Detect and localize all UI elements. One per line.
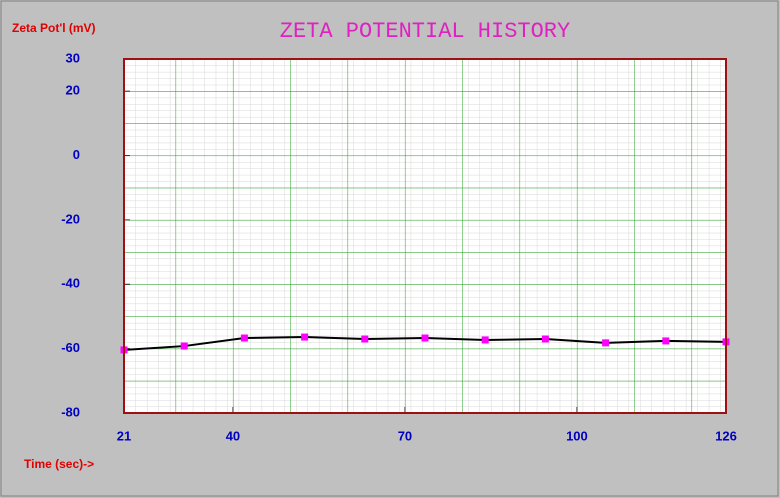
x-tick-label: 40 xyxy=(226,428,240,443)
chart-title: ZETA POTENTIAL HISTORY xyxy=(280,19,570,44)
data-point xyxy=(301,333,309,341)
major-grid-y xyxy=(124,59,726,413)
y-tick-label: 20 xyxy=(66,83,80,98)
y-tick-label: -40 xyxy=(61,276,80,291)
x-axis-title: Time (sec)-> xyxy=(24,457,94,471)
data-point xyxy=(180,342,188,350)
plot-border xyxy=(123,58,727,414)
data-point xyxy=(421,334,429,342)
x-tick-label: 126 xyxy=(715,428,737,443)
x-tick-label: 21 xyxy=(117,428,131,443)
data-point xyxy=(361,335,369,343)
data-point xyxy=(541,335,549,343)
y-tick-label: -60 xyxy=(61,340,80,355)
y-tick-label: 0 xyxy=(73,147,80,162)
y-tick-label: -20 xyxy=(61,211,80,226)
y-tick-label: 30 xyxy=(66,50,80,65)
data-point xyxy=(602,339,610,347)
y-axis-title: Zeta Pot'l (mV) xyxy=(12,21,96,35)
x-tick-label: 100 xyxy=(566,428,588,443)
data-point xyxy=(240,334,248,342)
x-tick-label: 70 xyxy=(398,428,412,443)
data-point xyxy=(662,337,670,345)
y-tick-label: -80 xyxy=(61,404,80,419)
data-point xyxy=(481,336,489,344)
